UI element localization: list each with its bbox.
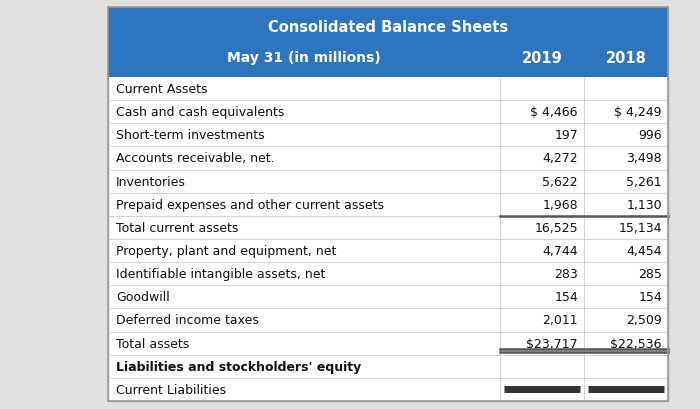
Text: 154: 154 xyxy=(554,291,578,303)
Text: Total assets: Total assets xyxy=(116,337,189,350)
Text: 197: 197 xyxy=(554,129,578,142)
Text: 1,130: 1,130 xyxy=(626,198,662,211)
Text: 2,509: 2,509 xyxy=(626,314,662,327)
Text: 996: 996 xyxy=(638,129,662,142)
Bar xyxy=(108,8,668,401)
Text: 2,011: 2,011 xyxy=(542,314,578,327)
Text: Total current assets: Total current assets xyxy=(116,221,239,234)
Text: 5,622: 5,622 xyxy=(542,175,578,188)
Text: 154: 154 xyxy=(638,291,662,303)
Text: Prepaid expenses and other current assets: Prepaid expenses and other current asset… xyxy=(116,198,384,211)
Text: Identifiable intangible assets, net: Identifiable intangible assets, net xyxy=(116,267,326,281)
Text: May 31 (in millions): May 31 (in millions) xyxy=(227,51,381,65)
Text: Liabilities and stockholders' equity: Liabilities and stockholders' equity xyxy=(116,360,361,373)
Text: 4,272: 4,272 xyxy=(542,152,578,165)
Text: $23,717: $23,717 xyxy=(526,337,578,350)
Text: Current Assets: Current Assets xyxy=(116,83,207,96)
Text: 3,498: 3,498 xyxy=(626,152,662,165)
Text: 2019: 2019 xyxy=(522,51,562,66)
Text: 1,968: 1,968 xyxy=(542,198,578,211)
Text: Inventories: Inventories xyxy=(116,175,186,188)
Text: Accounts receivable, net.: Accounts receivable, net. xyxy=(116,152,274,165)
Text: 4,454: 4,454 xyxy=(626,245,662,257)
Text: 16,525: 16,525 xyxy=(534,221,578,234)
Text: $ 4,249: $ 4,249 xyxy=(615,106,662,119)
Text: 2018: 2018 xyxy=(606,51,646,66)
Text: 283: 283 xyxy=(554,267,578,281)
Text: Deferred income taxes: Deferred income taxes xyxy=(116,314,259,327)
Text: Property, plant and equipment, net: Property, plant and equipment, net xyxy=(116,245,337,257)
Text: Cash and cash equivalents: Cash and cash equivalents xyxy=(116,106,284,119)
Text: $ 4,466: $ 4,466 xyxy=(531,106,578,119)
Text: Current Liabilities: Current Liabilities xyxy=(116,383,226,396)
Text: 285: 285 xyxy=(638,267,662,281)
Text: 5,261: 5,261 xyxy=(626,175,662,188)
Text: Goodwill: Goodwill xyxy=(116,291,170,303)
Bar xyxy=(108,8,668,401)
Bar xyxy=(108,8,668,78)
Text: 4,744: 4,744 xyxy=(542,245,578,257)
Text: Consolidated Balance Sheets: Consolidated Balance Sheets xyxy=(268,20,508,35)
Text: 15,134: 15,134 xyxy=(619,221,662,234)
Text: $22,536: $22,536 xyxy=(610,337,662,350)
Text: Short-term investments: Short-term investments xyxy=(116,129,265,142)
